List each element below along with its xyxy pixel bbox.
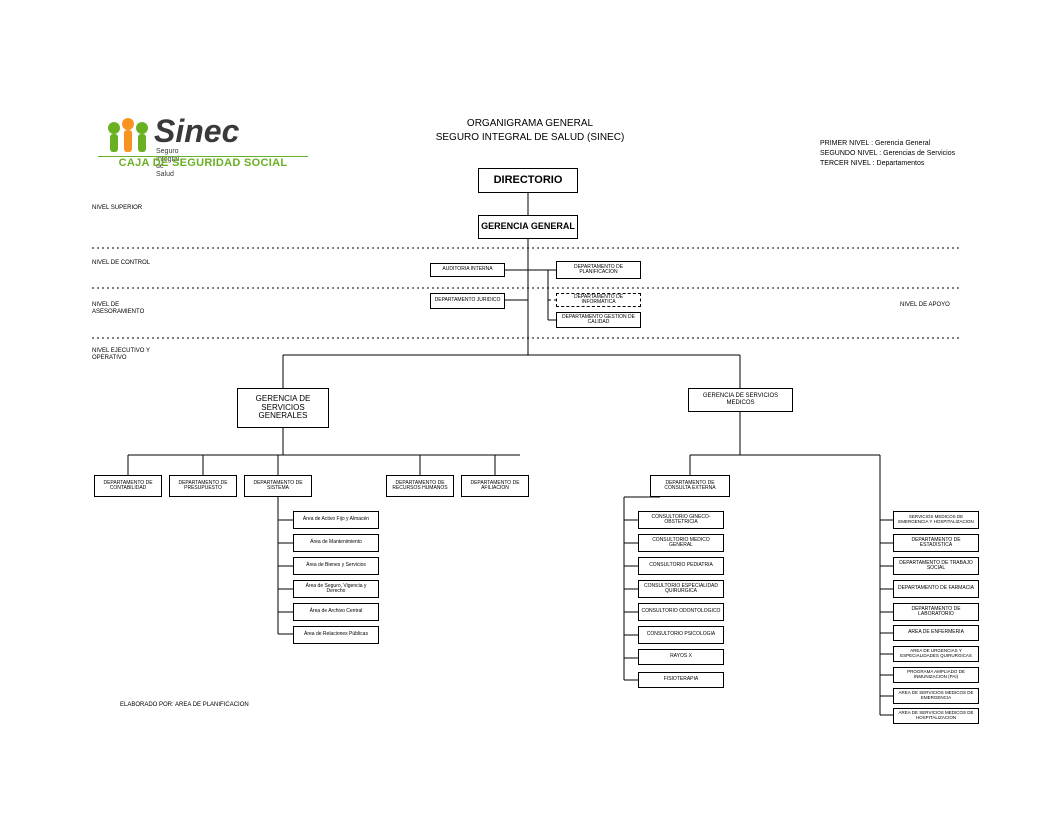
node-dep-sistema: DEPARTAMENTO DE SISTEMA <box>244 475 312 497</box>
node-informatica: DEPARTAMENTO DE INFORMATICA <box>556 293 641 307</box>
node-gsg: GERENCIA DE SERVICIOS GENERALES <box>237 388 329 428</box>
node-a3: Área de Bienes y Servicios <box>293 557 379 575</box>
node-r5: DEPARTAMENTO DE LABORATORIO <box>893 603 979 621</box>
node-gsm: GERENCIA DE SERVICIOS MEDICOS <box>688 388 793 412</box>
node-c2: CONSULTORIO MEDICO GENERAL <box>638 534 724 552</box>
node-dep-rrhh: DEPARTAMENTO DE RECURSOS HUMANOS <box>386 475 454 497</box>
node-a5: Área de Archivo Central <box>293 603 379 621</box>
level-ases: NIVEL DE ASESORAMIENTO <box>92 302 172 315</box>
node-r6: AREA DE ENFERMERIA <box>893 625 979 641</box>
node-calidad: DEPARTAMENTO GESTION DE CALIDAD <box>556 312 641 328</box>
node-juridico: DEPARTAMENTO JURIDICO <box>430 293 505 309</box>
footer-label: ELABORADO POR: AREA DE PLANIFICACION <box>120 702 249 709</box>
node-r1: SERVICIOS MEDICOS DE EMERGENCIA Y HOSPIT… <box>893 511 979 529</box>
node-planificacion: DEPARTAMENTO DE PLANIFICACION <box>556 261 641 279</box>
level-control: NIVEL DE CONTROL <box>92 260 152 267</box>
node-a4: Área de Seguro, Vigencia y Derecho <box>293 580 379 598</box>
level-ejec: NIVEL EJECUTIVO Y OPERATIVO <box>92 348 182 361</box>
node-c4: CONSULTORIO ESPECIALIDAD QUIRURGICA <box>638 580 724 598</box>
node-dep-afil: DEPARTAMENTO DE AFILIACION <box>461 475 529 497</box>
node-c3: CONSULTORIO PEDIATRIA <box>638 557 724 575</box>
legend-3: TERCER NIVEL : Departamentos <box>820 160 924 168</box>
level-apoyo: NIVEL DE APOYO <box>900 302 970 309</box>
node-r2: DEPARTAMENTO DE ESTADISTICA <box>893 534 979 552</box>
node-c8: FISIOTERAPIA <box>638 672 724 688</box>
node-dep-consulta: DEPARTAMENTO DE CONSULTA EXTERNA <box>650 475 730 497</box>
node-a6: Área de Relaciones Públicas <box>293 626 379 644</box>
logo-bar: CAJA DE SEGURIDAD SOCIAL <box>98 156 308 169</box>
node-directorio: DIRECTORIO <box>478 168 578 193</box>
level-superior: NIVEL SUPERIOR <box>92 205 152 212</box>
legend-2: SEGUNDO NIVEL : Gerencias de Servicios <box>820 150 955 158</box>
title-line1: ORGANIGRAMA GENERAL <box>430 118 630 129</box>
node-c7: RAYOS X <box>638 649 724 665</box>
node-c6: CONSULTORIO PSICOLOGIA <box>638 626 724 644</box>
node-dep-contab: DEPARTAMENTO DE CONTABILIDAD <box>94 475 162 497</box>
node-a2: Área de Mantenimiento <box>293 534 379 552</box>
node-r9: AREA DE SERVICIOS MEDICOS DE EMERGENCIA <box>893 688 979 704</box>
node-r7: AREA DE URGENCIAS Y ESPECIALIDADES QUIRU… <box>893 646 979 662</box>
node-r3: DEPARTAMENTO DE TRABAJO SOCIAL <box>893 557 979 575</box>
node-a1: Área de Activo Fijo y Almacén <box>293 511 379 529</box>
node-c1: CONSULTORIO GINECO-OBSTETRICIA <box>638 511 724 529</box>
node-r4: DEPARTAMENTO DE FARMACIA <box>893 580 979 598</box>
logo-brand-text: Sinec <box>154 114 239 149</box>
node-r8: PROGRAMA AMPLIADO DE INMUNIZACION (PAI) <box>893 667 979 683</box>
title-line2: SEGURO INTEGRAL DE SALUD (SINEC) <box>400 132 660 143</box>
node-r10: AREA DE SERVICIOS MEDICOS DE HOSPITALIZA… <box>893 708 979 724</box>
node-dep-presup: DEPARTAMENTO DE PRESUPUESTO <box>169 475 237 497</box>
node-c5: CONSULTORIO ODONTOLOGICO <box>638 603 724 621</box>
legend-1: PRIMER NIVEL : Gerencia General <box>820 140 930 148</box>
node-auditoria: AUDITORIA INTERNA <box>430 263 505 277</box>
node-gerencia-general: GERENCIA GENERAL <box>478 215 578 239</box>
